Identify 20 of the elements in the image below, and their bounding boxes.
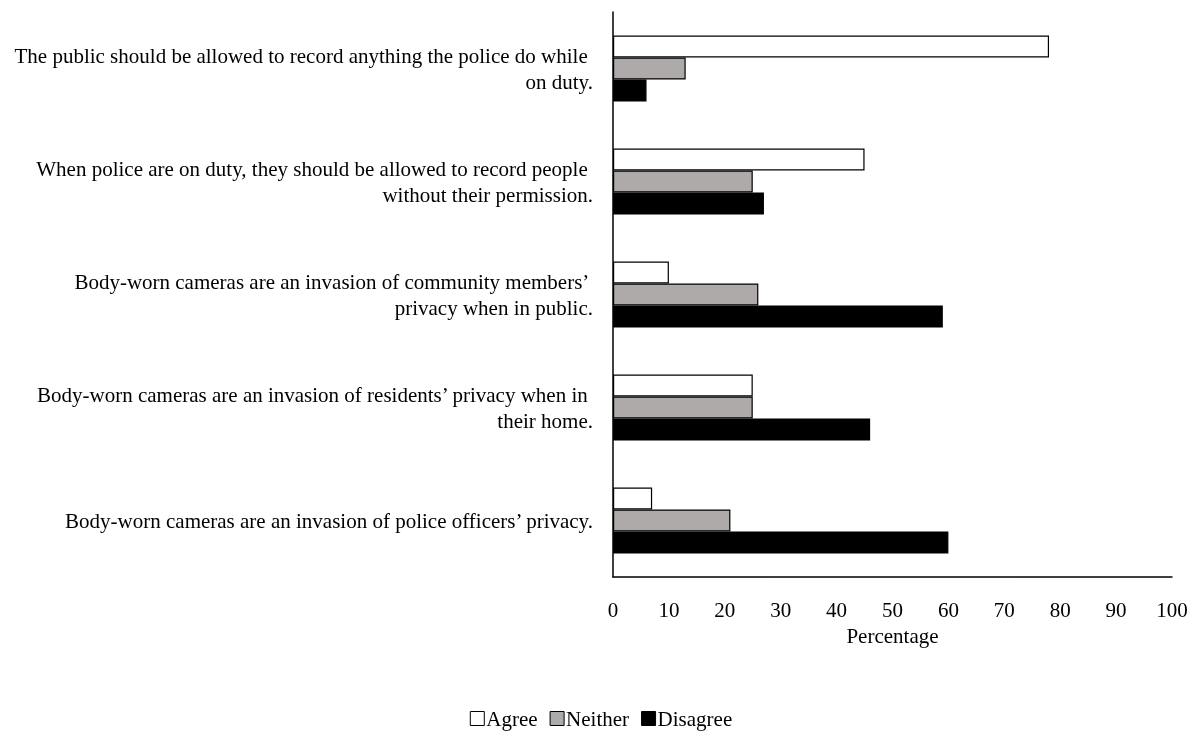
- y-tick-label: Body-worn cameras are an invasion of residents’ privacy when in their home.: [37, 382, 593, 433]
- legend-label: Disagree: [657, 706, 733, 731]
- x-tick-label: 70: [993, 597, 1015, 622]
- x-tick-label: 100: [1156, 597, 1188, 622]
- x-tick-label: 10: [658, 597, 680, 622]
- x-tick-label: 50: [882, 597, 903, 622]
- y-tick-label: The public should be allowed to record anything the police do while on duty.: [14, 43, 593, 94]
- x-tick-label: 40: [826, 597, 848, 622]
- x-tick-label: 20: [714, 597, 736, 622]
- x-tick-label: 80: [1049, 597, 1071, 622]
- y-tick-label: When police are on duty, they should be allowed to record people without their permission.: [36, 156, 593, 207]
- legend-label: Neither: [566, 706, 630, 731]
- legend-label: Agree: [486, 706, 538, 731]
- x-tick-label: 90: [1105, 597, 1127, 622]
- y-tick-label: Body-worn cameras are an invasion of community members’ privacy when in public.: [74, 269, 593, 320]
- x-tick-label: 60: [937, 597, 959, 622]
- y-tick-label: Body-worn cameras are an invasion of police officers’ privacy.: [65, 508, 593, 533]
- x-axis-title: Percentage: [846, 623, 939, 648]
- x-tick-label: 0: [607, 597, 619, 622]
- x-tick-label: 30: [770, 597, 792, 622]
